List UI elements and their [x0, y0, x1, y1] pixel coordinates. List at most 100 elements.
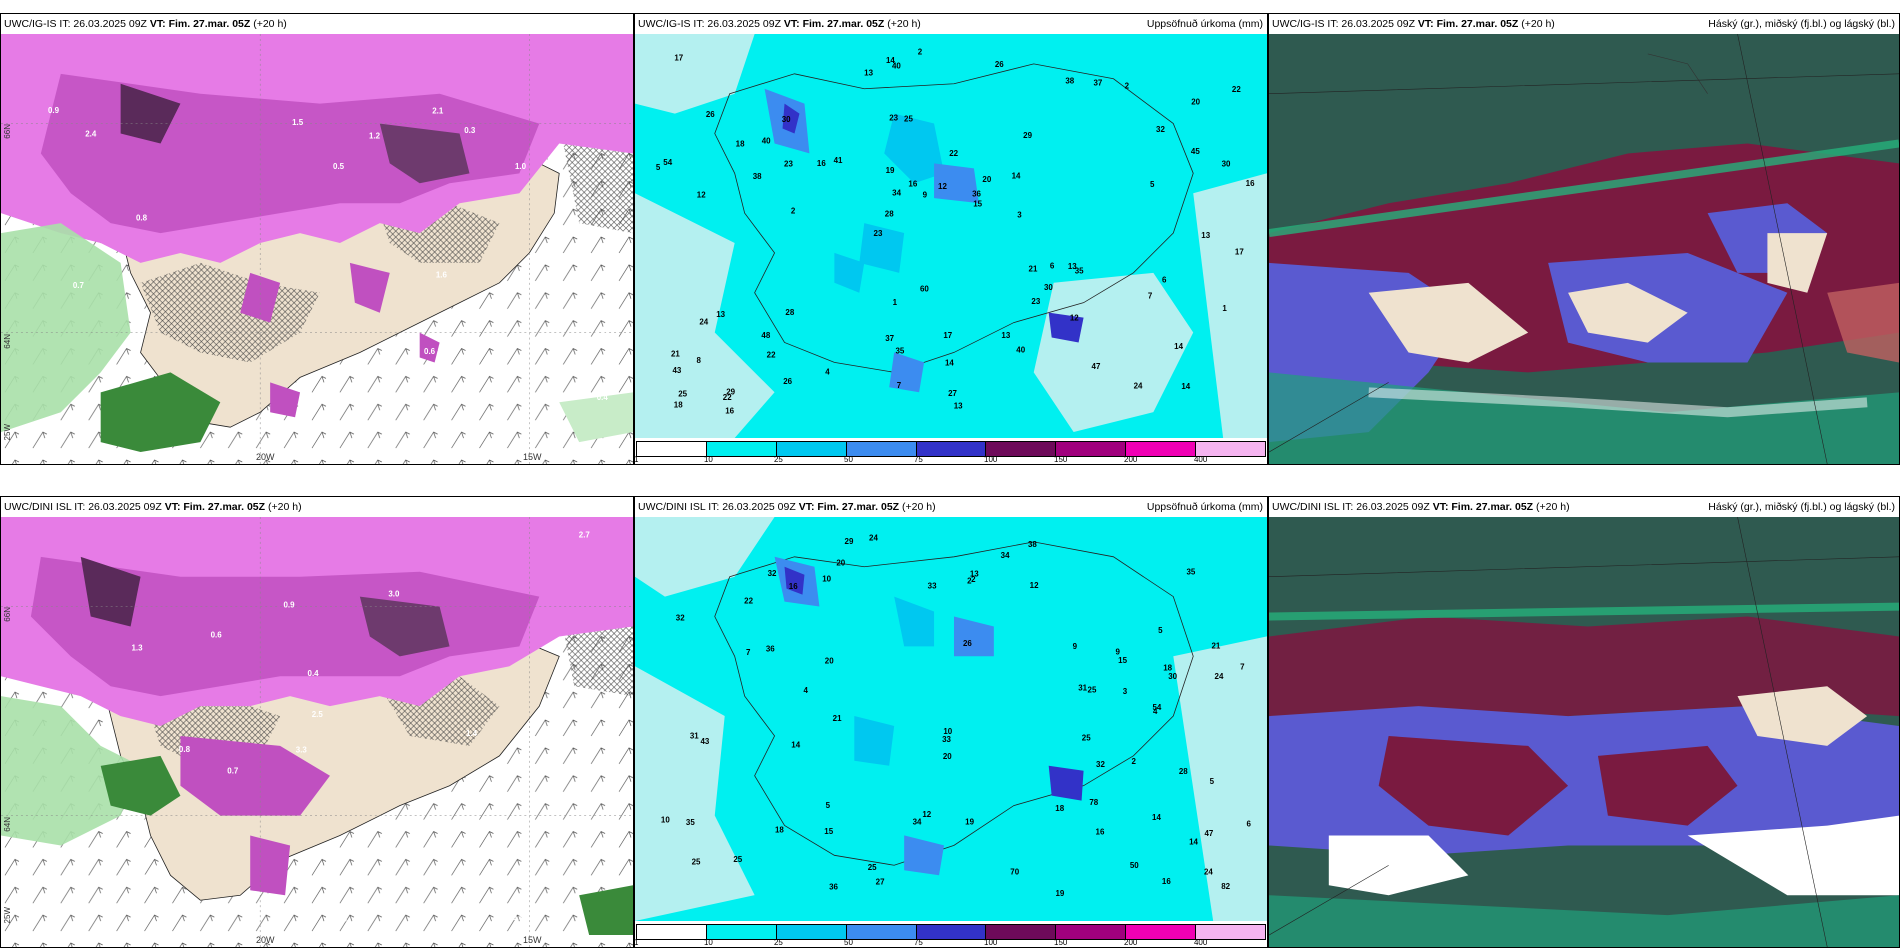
- map-value-label: 24: [1134, 381, 1143, 390]
- map-value-label: 24: [869, 533, 878, 542]
- map-value-label: 29: [845, 537, 854, 546]
- map-value-label: 0.3: [464, 126, 476, 135]
- legend-tick-label: 200: [1124, 455, 1138, 464]
- lat-label-64n: 64N: [3, 334, 12, 349]
- precip-map[interactable]: 14 12 20 23 29 29 23 22 13 41 43 22 25 20 35 26 40 16 21 45…: [635, 34, 1267, 438]
- map-value-label: 1: [1222, 304, 1227, 313]
- precip-map[interactable]: 14 21 47 26 25 20 18 15 35 36 24 32 54 27 35 22 14 10 12 30…: [635, 517, 1267, 921]
- cloud-map-panel-top: UWC/IG-IS IT: 26.03.2025 09Z VT: Fim. 27…: [1268, 13, 1900, 465]
- map-value-label: 25: [868, 863, 877, 872]
- map-value-label: 32: [1156, 125, 1165, 134]
- map-value-label: 10: [661, 815, 670, 824]
- legend-tick-label: 50: [844, 938, 853, 947]
- map-value-label: 13: [954, 402, 963, 411]
- map-value-label: 15: [973, 200, 982, 209]
- panel-header: UWC/DINI ISL IT: 26.03.2025 09Z VT: Fim.…: [635, 497, 1267, 517]
- map-value-label: 2.5: [312, 710, 324, 719]
- map-value-label: 0.4: [597, 393, 609, 402]
- map-value-label: 10: [943, 727, 952, 736]
- map-value-label: 0.4: [535, 847, 547, 856]
- map-value-label: 0.4: [308, 669, 320, 678]
- panel-lead-label: (+20 h): [268, 501, 302, 513]
- legend-swatch: [1126, 925, 1197, 939]
- map-value-label: 26: [783, 377, 792, 386]
- legend-tick-label: 75: [913, 938, 923, 947]
- map-value-label: 14: [945, 359, 954, 368]
- map-value-label: 23: [1031, 297, 1040, 306]
- map-value-label: 9: [1115, 647, 1120, 656]
- map-value-label: 12: [697, 190, 706, 199]
- vt-label: VT: Fim. 27.mar. 05Z: [1417, 18, 1519, 30]
- map-value-label: 14: [1012, 171, 1021, 180]
- map-value-label: 0.7: [73, 281, 85, 290]
- map-value-label: 0.3: [461, 821, 473, 830]
- map-value-label: 18: [1163, 664, 1172, 673]
- legend-swatch: [1056, 442, 1127, 456]
- map-value-label: 54: [663, 158, 672, 167]
- lead-label: (+20 h): [902, 501, 936, 513]
- map-value-label: 36: [972, 189, 981, 198]
- map-value-label: 2: [918, 48, 923, 57]
- map-value-label: 27: [948, 389, 957, 398]
- map-value-label: 31: [1078, 683, 1087, 692]
- map-value-label: 22: [949, 149, 958, 158]
- wind-precip-map[interactable]: 0.4 1.0 1.1 0.3 1.4 3.3 0.7 2.5 0.6 0.8 0.9 1.3 3.0 2…: [1, 517, 633, 947]
- vt-label: VT: Fim. 27.mar. 05Z: [783, 18, 885, 30]
- precip-title: Uppsöfnuð úrkoma (mm): [1146, 18, 1263, 30]
- map-value-label: 25: [692, 857, 701, 866]
- map-value-label: 0.9: [284, 600, 296, 609]
- map-value-label: 5: [826, 801, 831, 810]
- map-value-label: 7: [1240, 663, 1245, 672]
- precip-color-legend: 1 10 25 50 75 100 150 200 400: [635, 438, 1267, 464]
- map-value-label: 35: [686, 818, 695, 827]
- map-value-label: 17: [1235, 247, 1244, 256]
- map-value-label: 25: [733, 855, 742, 864]
- map-value-label: 40: [762, 137, 771, 146]
- wind-precip-map[interactable]: 0.5 0.6 0.9 1.0 1.1 1.5 3.0 2.1 0.8 0.7 0.5 1.2 1.6 2…: [1, 34, 633, 464]
- run-label: IT: 26.03.2025 09Z: [708, 501, 796, 513]
- map-value-label: 20: [943, 752, 952, 761]
- map-value-label: 16: [725, 407, 734, 416]
- cloud-title: Háský (gr.), miðský (fj.bl.) og lágský (…: [1708, 501, 1895, 513]
- lat-label-25w: 25W: [3, 424, 12, 441]
- map-value-label: 0.9: [48, 106, 60, 115]
- legend-swatch: [1196, 442, 1266, 456]
- map-value-label: 4: [825, 368, 830, 377]
- map-value-label: 12: [1030, 581, 1039, 590]
- map-value-label: 0.6: [512, 913, 524, 922]
- cloud-map[interactable]: [1269, 34, 1899, 464]
- map-value-label: 8: [697, 356, 702, 365]
- map-value-label: 15: [824, 827, 833, 836]
- lon-label-15w: 15W: [523, 452, 542, 462]
- map-value-label: 13: [1001, 331, 1010, 340]
- map-value-label: 32: [676, 613, 685, 622]
- map-value-label: 35: [1075, 266, 1084, 275]
- map-value-label: 6: [1050, 261, 1055, 270]
- map-value-label: 5: [1150, 180, 1155, 189]
- legend-tick-label: 200: [1124, 938, 1138, 947]
- map-value-label: 13: [1068, 262, 1077, 271]
- map-value-label: 1.6: [436, 270, 448, 279]
- panel-header: UWC/IG-IS IT: 26.03.2025 09Z VT: Fim. 27…: [1, 14, 633, 34]
- map-value-label: 22: [1232, 85, 1241, 94]
- legend-tick-label: 25: [773, 938, 783, 947]
- map-value-label: 24: [699, 318, 708, 327]
- map-value-label: 9: [923, 190, 928, 199]
- legend-tick-label: 100: [984, 938, 998, 947]
- map-value-label: 47: [1204, 829, 1213, 838]
- map-value-label: 41: [834, 156, 843, 165]
- map-value-label: 16: [789, 582, 798, 591]
- map-value-label: 0.7: [227, 767, 239, 776]
- wind-map-panel-top: UWC/IG-IS IT: 26.03.2025 09Z VT: Fim. 27…: [0, 13, 634, 465]
- map-value-label: 18: [1055, 804, 1064, 813]
- map-value-label: 14: [1189, 837, 1198, 846]
- map-value-label: 2: [1125, 82, 1130, 91]
- map-value-label: 18: [775, 826, 784, 835]
- map-value-label: 48: [761, 331, 770, 340]
- legend-swatch: [706, 925, 777, 939]
- map-value-label: 7: [746, 648, 751, 657]
- map-value-label: 0.8: [593, 789, 605, 798]
- cloud-map[interactable]: [1269, 517, 1899, 947]
- map-value-label: 1.2: [369, 132, 381, 141]
- wind-value-labels: 0.5 0.6 0.9 1.0 1.1 1.5 3.0 2.1 0.8 0.7 0.5 1.2 1.6 2…: [48, 106, 608, 427]
